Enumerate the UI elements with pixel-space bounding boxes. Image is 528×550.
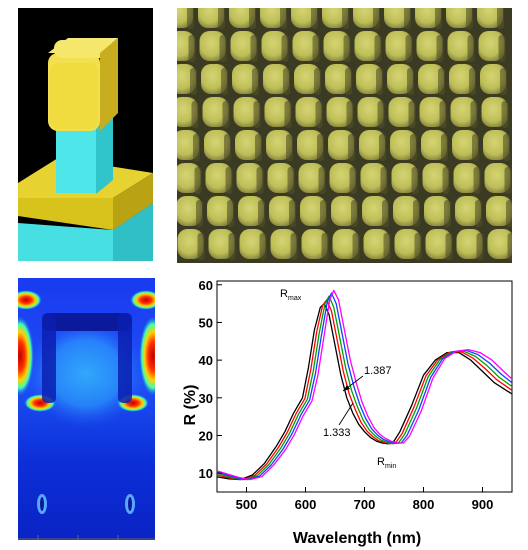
rmax-label: R [280, 288, 288, 300]
rmax-annotation: R max [280, 288, 302, 302]
x-tick-label: 800 [413, 497, 435, 512]
y-tick-label: 30 [199, 391, 213, 406]
plot-border [216, 280, 513, 493]
index-annotation: 1.387 1.333 [323, 365, 392, 439]
y-tick-label: 40 [199, 353, 213, 368]
index-high-label: 1.387 [364, 365, 392, 377]
series-line-2 [216, 299, 513, 481]
reflectance-chart: 500 600 700 800 900 10 20 30 40 50 60 R (%) Wavele… [177, 273, 517, 550]
y-tick-label: 10 [199, 466, 213, 481]
rmax-subscript: max [288, 295, 302, 302]
series-line-5 [216, 289, 513, 481]
y-tick-label: 20 [199, 428, 213, 443]
series-line-4 [216, 292, 513, 481]
x-tick-label: 500 [236, 497, 258, 512]
x-axis-label: Wavelength (nm) [293, 530, 421, 547]
series-line-1 [216, 302, 513, 481]
axis-ticks: 500 600 700 800 900 10 20 30 40 50 60 [199, 278, 494, 512]
field-distribution-map [18, 278, 155, 540]
plot-frame [216, 280, 513, 493]
x-tick-label: 600 [295, 497, 317, 512]
index-low-label: 1.333 [323, 427, 351, 439]
series-lines [216, 289, 513, 481]
rmin-subscript: min [385, 463, 396, 470]
x-tick-label: 700 [354, 497, 376, 512]
series-line-3 [216, 295, 513, 481]
rmin-label: R [377, 456, 385, 468]
y-axis-label: R (%) [182, 385, 199, 426]
rmin-annotation: R min [377, 456, 396, 470]
y-tick-label: 60 [199, 278, 213, 293]
y-tick-label: 50 [199, 315, 213, 330]
unit-cell-schematic [18, 8, 153, 261]
x-tick-label: 900 [472, 497, 494, 512]
sem-micrograph [177, 8, 512, 263]
